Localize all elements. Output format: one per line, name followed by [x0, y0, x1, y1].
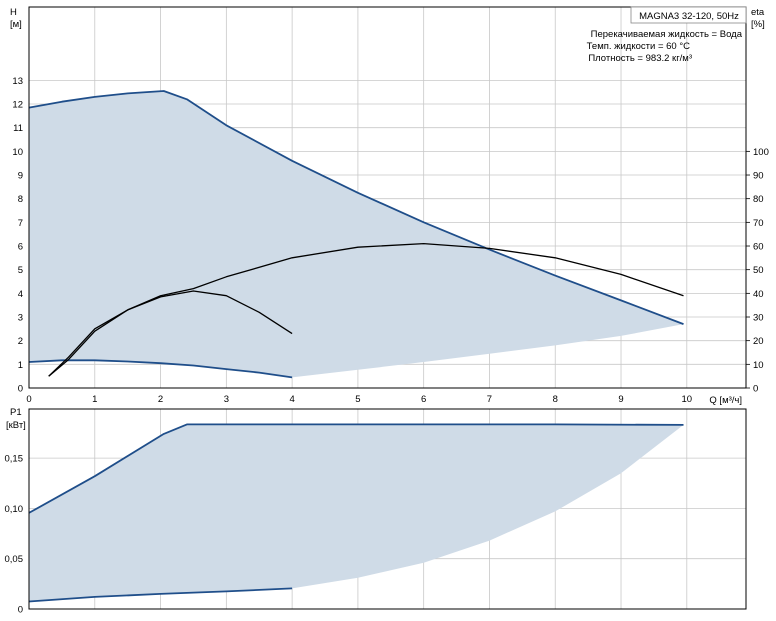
- y-tick-12: 12: [12, 100, 23, 111]
- x-tick-8: 8: [553, 394, 558, 405]
- y-right-tick-100: 100: [753, 147, 769, 158]
- info-line-temp: Темп. жидкости = 60 °C: [587, 41, 690, 52]
- lower-series: [28, 423, 684, 603]
- y-right-tick-60: 60: [753, 242, 764, 253]
- power-tick-0,15: 0,15: [5, 454, 24, 465]
- y-tick-8: 8: [18, 194, 23, 205]
- y-tick-3: 3: [18, 313, 23, 324]
- x-tick-0: 0: [26, 394, 31, 405]
- power-tick-0,10: 0,10: [5, 504, 24, 515]
- power-label: P1: [10, 407, 22, 418]
- x-tick-5: 5: [355, 394, 360, 405]
- y-right-unit: [%]: [751, 19, 765, 30]
- chart-title: MAGNA3 32-120, 50Hz: [639, 11, 739, 22]
- y-tick-9: 9: [18, 171, 23, 182]
- upper-plot-frame: [28, 6, 747, 389]
- y-left-label: H: [10, 7, 17, 18]
- y-tick-1: 1: [18, 360, 23, 371]
- info-line-density: Плотность = 983.2 кг/м³: [588, 53, 692, 64]
- power-tick-0: 0: [18, 605, 23, 616]
- y-tick-4: 4: [18, 289, 23, 300]
- power-area: [29, 424, 684, 602]
- curve-2: [48, 242, 684, 377]
- y-right-tick-labels: 0 10 20 30 40 50 60 70 80 90 100: [746, 147, 769, 395]
- y-right-tick-80: 80: [753, 194, 764, 205]
- y-tick-2: 2: [18, 336, 23, 347]
- curve-3: [48, 290, 293, 377]
- power-tick-0,05: 0,05: [5, 554, 24, 565]
- x-tick-10: 10: [682, 394, 693, 405]
- power-curve-1: [28, 587, 293, 603]
- lower-plot: 0 0,05 0,10 0,15 P1 [кВт]: [5, 407, 747, 616]
- operating-area: [29, 91, 684, 378]
- y-right-tick-50: 50: [753, 265, 764, 276]
- y-tick-6: 6: [18, 242, 23, 253]
- upper-series: [28, 90, 684, 379]
- y-right-tick-0: 0: [753, 384, 758, 395]
- power-curve-0: [28, 423, 684, 514]
- y-right-tick-10: 10: [753, 360, 764, 371]
- x-tick-2: 2: [158, 394, 163, 405]
- y-tick-7: 7: [18, 218, 23, 229]
- curve-0: [28, 90, 684, 325]
- info-line-fluid: Перекачиваемая жидкость = Вода: [591, 29, 743, 40]
- y-tick-10: 10: [12, 147, 23, 158]
- x-tick-9: 9: [618, 394, 623, 405]
- y-right-tick-20: 20: [753, 336, 764, 347]
- curve-1: [28, 359, 293, 379]
- x-tick-labels: 0 1 2 3 4 5 6 7 8 9 10: [26, 394, 692, 405]
- power-unit: [кВт]: [6, 420, 26, 431]
- y-tick-13: 13: [12, 76, 23, 87]
- y-right-label: eta: [751, 7, 765, 18]
- x-tick-3: 3: [224, 394, 229, 405]
- power-tick-labels: 0 0,05 0,10 0,15: [5, 454, 24, 616]
- x-tick-6: 6: [421, 394, 426, 405]
- title-box: [630, 6, 747, 24]
- y-tick-0: 0: [18, 384, 23, 395]
- y-right-tick-90: 90: [753, 171, 764, 182]
- y-right-tick-40: 40: [753, 289, 764, 300]
- x-tick-1: 1: [92, 394, 97, 405]
- y-right-tick-30: 30: [753, 313, 764, 324]
- lower-plot-frame: [28, 408, 747, 610]
- y-left-unit: [м]: [10, 19, 22, 30]
- y-tick-5: 5: [18, 265, 23, 276]
- x-tick-4: 4: [289, 394, 294, 405]
- y-tick-11: 11: [13, 123, 23, 134]
- x-axis-label: Q [м³/ч]: [709, 395, 742, 406]
- y-right-tick-70: 70: [753, 218, 764, 229]
- x-tick-7: 7: [487, 394, 492, 405]
